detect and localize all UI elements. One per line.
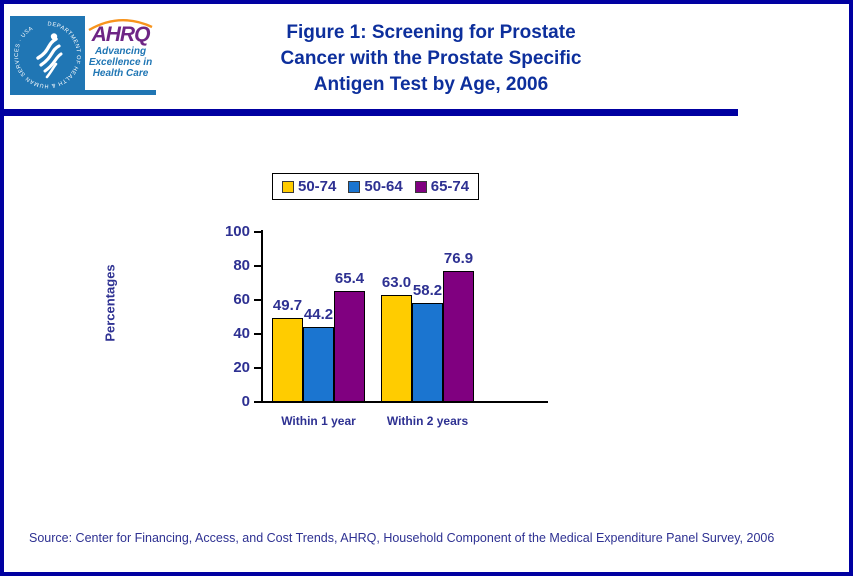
hhs-seal: DEPARTMENT OF HEALTH & HUMAN SERVICES · … [10, 16, 85, 95]
bar-value-label: 49.7 [272, 297, 303, 314]
legend-item: 50-74 [282, 178, 336, 195]
x-axis-line [261, 401, 548, 403]
y-tick-mark [254, 333, 262, 335]
bar-value-label: 44.2 [303, 306, 334, 323]
ahrq-wordmark: AHRQ [91, 23, 151, 46]
hhs-eagle-icon: DEPARTMENT OF HEALTH & HUMAN SERVICES · … [10, 16, 85, 95]
bar-50-74-1 [381, 295, 412, 402]
figure-title: Figure 1: Screening for Prostate Cancer … [280, 22, 582, 95]
y-axis-title: Percentages [102, 264, 118, 342]
legend-swatch-65-74 [414, 180, 427, 193]
y-tick-label: 60 [233, 291, 250, 308]
source-note: Source: Center for Financing, Access, an… [29, 531, 775, 545]
chart-legend: 50-74 50-64 65-74 [272, 173, 480, 200]
y-tick-mark [254, 367, 262, 369]
ahrq-logo-strip [85, 90, 156, 95]
y-tick-label: 40 [233, 325, 250, 342]
bar-value-label: 65.4 [334, 270, 365, 287]
bar-value-label: 63.0 [381, 274, 412, 291]
legend-label: 50-74 [298, 178, 337, 195]
y-tick-label: 100 [224, 223, 250, 240]
bar-65-74-1 [443, 271, 474, 402]
legend-label: 65-74 [430, 178, 470, 195]
y-tick-label: 0 [241, 393, 250, 410]
y-tick-mark [254, 401, 262, 403]
ahrq-tagline: Advancing Excellence in Health Care [88, 46, 153, 79]
y-axis-line [261, 230, 263, 403]
bar-50-74-0 [272, 318, 303, 402]
y-tick-mark [254, 299, 262, 301]
hhs-ahrq-logo: DEPARTMENT OF HEALTH & HUMAN SERVICES · … [10, 16, 156, 95]
legend-swatch-50-64 [348, 180, 361, 193]
y-tick-label: 80 [233, 257, 250, 274]
ahrq-arc-icon [88, 18, 153, 31]
legend-label: 50-64 [364, 178, 403, 195]
y-tick-mark [254, 231, 262, 233]
y-tick-label: 20 [233, 359, 250, 376]
x-category-label: Within 1 year [281, 414, 356, 428]
bar-50-64-0 [303, 327, 334, 402]
y-tick-mark [254, 265, 262, 267]
bar-65-74-0 [334, 291, 365, 402]
bar-value-label: 76.9 [443, 250, 474, 267]
ahrq-logo: AHRQ Advancing Excellence in Health Care [85, 16, 156, 95]
header-divider [4, 109, 738, 116]
legend-item: 50-64 [348, 178, 403, 195]
x-category-label: Within 2 years [386, 414, 469, 428]
legend-item: 65-74 [414, 178, 470, 195]
bar-value-label: 58.2 [412, 282, 443, 299]
legend-swatch-50-74 [282, 180, 294, 193]
bar-50-64-1 [412, 303, 443, 402]
